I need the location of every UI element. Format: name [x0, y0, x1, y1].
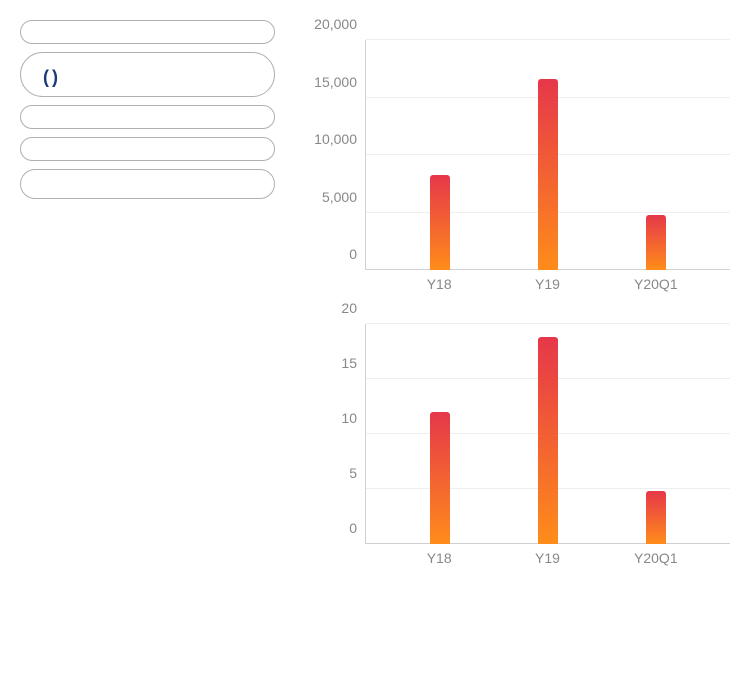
metric-card-regulation: [20, 169, 275, 199]
y-tick-label: 20: [341, 300, 357, 316]
chart-revenue: 05101520 Y18Y19Y20Q1: [305, 312, 730, 566]
y-tick-label: 10,000: [314, 131, 357, 147]
y-tick-label: 15,000: [314, 74, 357, 90]
main-container: ( ): [0, 0, 750, 676]
bar: [646, 491, 666, 544]
bar: [646, 215, 666, 270]
x-axis-labels: Y18Y19Y20Q1: [365, 544, 730, 566]
bar: [538, 79, 558, 270]
x-tick-label: Y20Q1: [602, 550, 710, 566]
metric-paren-close: ): [52, 67, 58, 88]
x-tick-label: Y18: [385, 276, 493, 292]
x-axis-labels: Y18Y19Y20Q1: [365, 270, 730, 292]
y-axis: 05,00010,00015,00020,000: [305, 40, 365, 270]
metric-value-row: [41, 148, 254, 152]
plot-area: [365, 40, 730, 270]
metric-value-row: ( ): [41, 63, 254, 88]
bar-column: [386, 40, 494, 270]
bar-column: [494, 40, 602, 270]
bar-column: [602, 324, 710, 544]
chart-body: 05,00010,00015,00020,000: [305, 40, 730, 270]
y-tick-label: 0: [349, 246, 357, 262]
metrics-panel: ( ): [20, 20, 275, 656]
y-tick-label: 20,000: [314, 16, 357, 32]
metric-card-pledge-rate: [20, 137, 275, 161]
chart-body: 05101520: [305, 324, 730, 544]
x-tick-label: Y18: [385, 550, 493, 566]
y-tick-label: 5: [349, 465, 357, 481]
metric-card-market-cap: [20, 20, 275, 44]
bars-row: [366, 324, 730, 544]
bars-row: [366, 40, 730, 270]
x-tick-label: Y19: [493, 276, 601, 292]
charts-panel: 05,00010,00015,00020,000 Y18Y19Y20Q1 051…: [275, 20, 730, 656]
plot-area: [365, 324, 730, 544]
metric-card-profit-yoy: [20, 105, 275, 129]
y-tick-label: 10: [341, 410, 357, 426]
x-tick-label: Y20Q1: [602, 276, 710, 292]
x-tick-label: Y19: [493, 550, 601, 566]
chart-net-profit: 05,00010,00015,00020,000 Y18Y19Y20Q1: [305, 28, 730, 292]
y-tick-label: 0: [349, 520, 357, 536]
metric-card-institutional: ( ): [20, 52, 275, 97]
bar-column: [602, 40, 710, 270]
y-tick-label: 5,000: [322, 189, 357, 205]
bar-column: [386, 324, 494, 544]
bar: [538, 337, 558, 544]
y-axis: 05101520: [305, 324, 365, 544]
bar: [430, 175, 450, 270]
y-tick-label: 15: [341, 355, 357, 371]
bar: [430, 412, 450, 544]
metric-value-row: [41, 116, 254, 120]
bar-column: [494, 324, 602, 544]
metric-paren-open: (: [43, 67, 49, 88]
